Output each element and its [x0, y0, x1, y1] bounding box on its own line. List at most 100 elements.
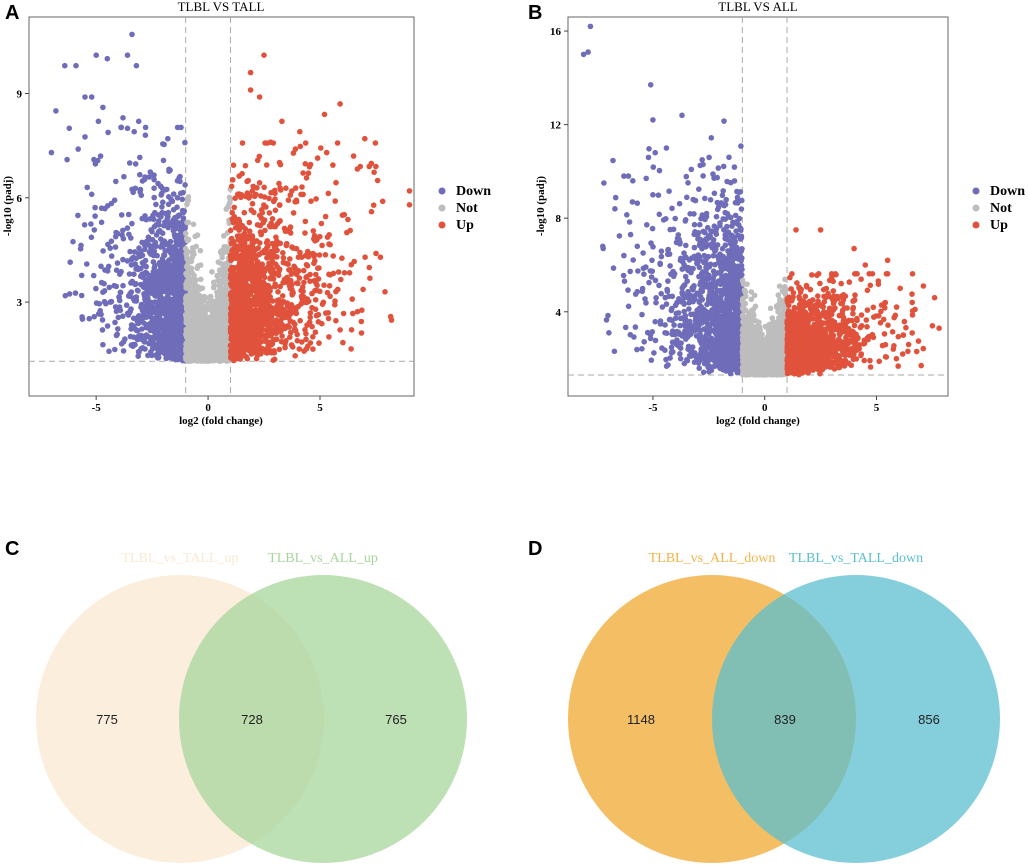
point-up [271, 283, 278, 290]
point-up [276, 346, 283, 353]
point-not [190, 305, 196, 311]
point-not [191, 314, 197, 321]
point-down [149, 340, 156, 346]
point-down [142, 257, 149, 264]
point-not [197, 333, 204, 340]
panel-label-b: B [528, 2, 543, 24]
point-up [334, 140, 341, 146]
point-up [333, 317, 339, 324]
point-down [120, 256, 126, 263]
y-axis-label: -log10 (padj) [2, 176, 14, 237]
point-down [88, 221, 94, 227]
point-up [242, 162, 249, 169]
point-down [175, 212, 181, 219]
point-up [256, 153, 263, 160]
point-down [165, 213, 171, 220]
point-up [277, 185, 283, 191]
point-up [254, 222, 261, 228]
point-down [125, 211, 132, 218]
point-down [113, 178, 119, 185]
point-down [143, 238, 150, 245]
y-tick-label: 3 [17, 297, 23, 309]
point-up [354, 308, 361, 315]
point-up [350, 310, 356, 317]
point-up [351, 258, 358, 265]
point-up [283, 185, 289, 191]
point-up [382, 289, 388, 295]
point-up [359, 307, 365, 314]
point-not [207, 346, 213, 353]
point-down [108, 298, 115, 305]
point-down [182, 139, 188, 146]
point-up [275, 272, 282, 279]
panel-label-d: D [528, 538, 543, 560]
point-down [158, 244, 164, 250]
point-down [164, 289, 171, 296]
point-up [261, 217, 268, 223]
point-up [244, 266, 250, 273]
legend-label-up: Up [456, 218, 474, 233]
point-up [228, 282, 235, 289]
point-down [657, 318, 664, 324]
point-down [126, 160, 133, 166]
point-up [237, 238, 243, 244]
point-down [124, 258, 131, 264]
point-down [150, 280, 156, 286]
point-up [266, 210, 273, 216]
point-up [235, 320, 241, 327]
point-down [66, 291, 73, 297]
point-up [285, 197, 292, 203]
point-up [289, 286, 295, 293]
point-up [270, 337, 277, 343]
point-up [300, 170, 306, 176]
point-up [314, 155, 321, 161]
point-down [115, 314, 122, 321]
point-up [230, 162, 237, 168]
point-down [683, 242, 689, 249]
point-down [170, 335, 177, 341]
point-down [177, 249, 183, 256]
point-not [227, 196, 234, 202]
point-not [197, 314, 204, 321]
point-up [326, 334, 332, 340]
point-not [185, 197, 192, 204]
point-up [291, 263, 297, 270]
point-up [278, 338, 285, 345]
point-down [168, 196, 174, 203]
point-up [300, 288, 306, 295]
point-up [231, 238, 237, 245]
legend-marker-not [438, 204, 446, 212]
point-down [147, 169, 154, 175]
point-up [270, 357, 277, 364]
point-up [315, 319, 322, 325]
point-up [340, 339, 346, 346]
point-down [177, 236, 183, 243]
point-down [147, 324, 153, 331]
point-up [236, 173, 242, 179]
point-down [156, 274, 162, 281]
point-up [257, 266, 264, 273]
point-up [310, 346, 316, 352]
point-up [244, 275, 251, 282]
point-up [258, 207, 265, 213]
point-up [283, 338, 289, 344]
point-up [303, 336, 309, 343]
point-down [726, 154, 732, 161]
point-down [649, 257, 655, 264]
point-up [316, 340, 322, 346]
point-down [173, 293, 179, 300]
point-up [339, 255, 345, 261]
point-down [100, 104, 106, 111]
point-not [195, 263, 201, 269]
point-up [305, 253, 312, 260]
point-not [199, 298, 206, 305]
point-up [250, 283, 257, 290]
point-up [255, 308, 261, 315]
point-up [326, 283, 333, 289]
point-down [118, 341, 125, 347]
point-up [307, 271, 313, 278]
point-down [102, 267, 108, 273]
point-up [290, 319, 297, 326]
